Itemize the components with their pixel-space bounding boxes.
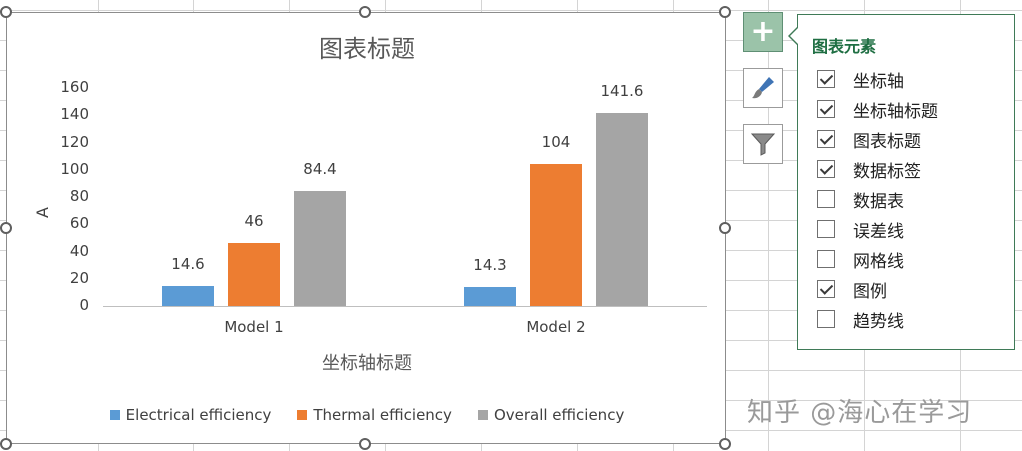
legend-item-overall: Overall efficiency [477, 406, 625, 424]
chart-elements-button[interactable]: + [743, 12, 783, 52]
chart-filters-button[interactable] [743, 124, 783, 164]
chart-element-option-label: 坐标轴 [853, 71, 904, 92]
bar[interactable] [530, 164, 582, 306]
chart-styles-button[interactable] [743, 68, 783, 108]
data-label[interactable]: 141.6 [600, 82, 644, 101]
chart-element-option[interactable]: 数据表 [817, 188, 904, 212]
checkbox-unchecked[interactable] [817, 310, 835, 328]
chart-elements-panel: 图表元素 坐标轴坐标轴标题图表标题数据标签数据表误差线网格线图例趋势线 [797, 14, 1015, 350]
checkbox-checked[interactable] [817, 70, 835, 88]
checkbox-checked[interactable] [817, 130, 835, 148]
legend-label-overall: Overall efficiency [493, 406, 625, 424]
resize-handle-bottom-left[interactable] [0, 438, 12, 450]
chart-element-option[interactable]: 坐标轴 [817, 68, 904, 92]
legend-label-electrical: Electrical efficiency [125, 406, 272, 424]
data-label[interactable]: 84.4 [303, 160, 337, 178]
panel-pointer-inner [790, 28, 798, 44]
filter-icon [750, 133, 776, 156]
resize-handle-top-left[interactable] [0, 6, 12, 18]
chart-element-option[interactable]: 误差线 [817, 218, 904, 242]
chart-element-option[interactable]: 图例 [817, 278, 887, 302]
x-axis-line [103, 306, 707, 307]
x-tick-label: Model 1 [224, 318, 284, 336]
chart-element-option-label: 网格线 [853, 251, 904, 272]
bar[interactable] [464, 286, 516, 306]
resize-handle-top-center[interactable] [359, 6, 371, 18]
x-axis-title[interactable]: 坐标轴标题 [322, 353, 412, 374]
resize-handle-middle-right[interactable] [719, 222, 731, 234]
grid-row-line [0, 10, 1022, 11]
resize-handle-middle-left[interactable] [0, 222, 12, 234]
bar[interactable] [596, 113, 648, 306]
chart-element-option-label: 趋势线 [853, 311, 904, 332]
chart-element-option[interactable]: 数据标签 [817, 158, 921, 182]
watermark: 知乎 @海心在学习 [747, 398, 973, 428]
checkbox-unchecked[interactable] [817, 220, 835, 238]
chart-area[interactable]: 图表标题 A 坐标轴标题 Electrical efficiency Therm… [6, 12, 726, 444]
checkbox-checked[interactable] [817, 160, 835, 178]
y-tick-label: 20 [69, 268, 89, 287]
legend-swatch-overall [477, 410, 488, 420]
data-label[interactable]: 46 [244, 212, 264, 231]
y-tick-label: 160 [60, 78, 89, 96]
resize-handle-bottom-center[interactable] [359, 438, 371, 450]
chart-element-option[interactable]: 图表标题 [817, 128, 921, 152]
legend-label-thermal: Thermal efficiency [313, 406, 452, 424]
checkbox-checked[interactable] [817, 280, 835, 298]
y-tick-label: 0 [79, 296, 89, 314]
chart-element-option-label: 图表标题 [853, 131, 921, 152]
bar[interactable] [294, 191, 346, 306]
y-tick-label: 100 [60, 159, 89, 178]
y-tick-label: 120 [60, 132, 89, 151]
checkbox-unchecked[interactable] [817, 250, 835, 268]
chart-element-option[interactable]: 坐标轴标题 [817, 98, 938, 122]
bar[interactable] [162, 286, 214, 306]
y-tick-label: 60 [69, 214, 89, 233]
paintbrush-icon [752, 77, 774, 99]
resize-handle-bottom-right[interactable] [719, 438, 731, 450]
chart-element-option[interactable]: 网格线 [817, 248, 904, 272]
y-tick-label: 140 [60, 105, 89, 124]
chart-element-option-label: 数据表 [853, 191, 904, 212]
y-tick-label: 80 [69, 187, 89, 205]
checkbox-unchecked[interactable] [817, 190, 835, 208]
legend-item-electrical: Electrical efficiency [109, 406, 272, 424]
resize-handle-top-right[interactable] [719, 6, 731, 18]
legend-swatch-thermal [297, 410, 308, 420]
legend-swatch-electrical [109, 410, 120, 420]
plus-icon: + [750, 14, 776, 49]
y-tick-label: 40 [69, 241, 89, 260]
chart-element-option-label: 数据标签 [853, 161, 921, 182]
legend[interactable]: Electrical efficiency Thermal efficiency… [7, 406, 727, 424]
chart-element-option-label: 图例 [853, 281, 887, 302]
grid-column-line [768, 0, 769, 451]
data-label[interactable]: 104 [541, 133, 571, 152]
chart-title[interactable]: 图表标题 [319, 35, 415, 63]
chart-element-option-label: 坐标轴标题 [853, 101, 938, 122]
x-tick-label: Model 2 [526, 318, 586, 336]
bar[interactable] [228, 243, 280, 306]
chart-element-option[interactable]: 趋势线 [817, 308, 904, 332]
checkbox-checked[interactable] [817, 100, 835, 118]
data-label[interactable]: 14.6 [171, 255, 205, 274]
panel-title: 图表元素 [812, 37, 877, 56]
legend-item-thermal: Thermal efficiency [297, 406, 452, 424]
data-label[interactable]: 14.3 [473, 255, 507, 274]
chart-element-option-label: 误差线 [853, 221, 904, 242]
